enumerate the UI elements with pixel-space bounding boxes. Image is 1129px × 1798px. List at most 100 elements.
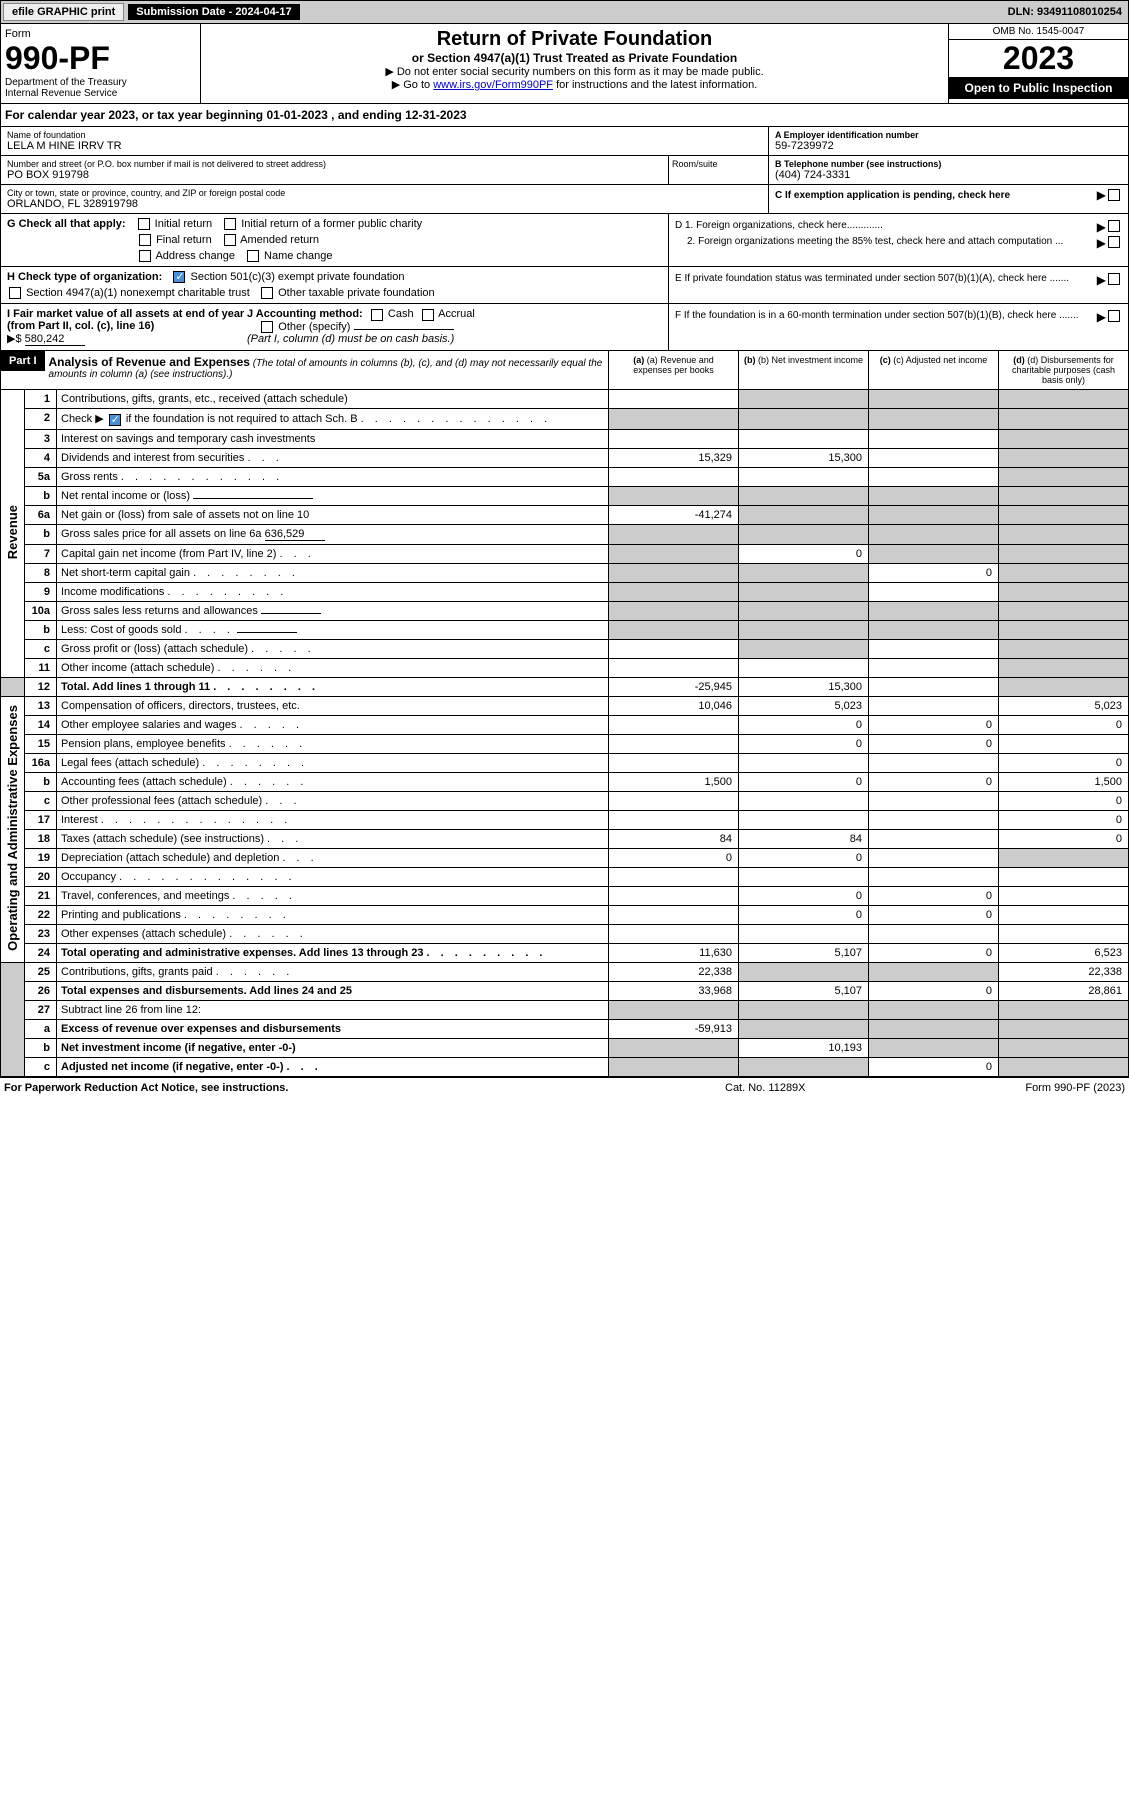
line-desc: Accounting fees (attach schedule) . . . … [57,772,609,791]
line-desc: Capital gain net income (from Part IV, l… [57,544,609,563]
ij-section: I Fair market value of all assets at end… [0,304,1129,351]
amt-d [999,924,1129,943]
dots: . . . [267,833,302,845]
table-row: cOther professional fees (attach schedul… [1,791,1129,810]
amt-b [739,791,869,810]
amt-b: 0 [739,734,869,753]
amt-b [739,810,869,829]
tel-label: B Telephone number (see instructions) [775,159,1122,169]
amt-b: 0 [739,772,869,791]
amt-d [999,409,1129,429]
amt-d [999,905,1129,924]
efile-print-btn[interactable]: efile GRAPHIC print [3,3,124,21]
lineno: b [25,620,57,639]
line-desc: Contributions, gifts, grants paid . . . … [57,962,609,981]
f-checkbox[interactable] [1108,310,1120,322]
line-desc: Net investment income (if negative, ente… [57,1038,609,1057]
amt-b: 15,300 [739,448,869,467]
line-desc: Dividends and interest from securities .… [57,448,609,467]
lineno: 14 [25,715,57,734]
amt-d [999,620,1129,639]
line-desc: Income modifications . . . . . . . . . [57,582,609,601]
info-left: Name of foundation LELA M HINE IRRV TR N… [1,127,768,213]
amt-c [869,829,999,848]
amt-a [609,753,739,772]
lineno: b [25,486,57,505]
d2-checkbox[interactable] [1108,236,1120,248]
foundation-name-cell: Name of foundation LELA M HINE IRRV TR [1,127,768,156]
h-other: Other taxable private foundation [278,287,435,299]
lineno: 2 [25,409,57,429]
lineno: 10a [25,601,57,620]
h-4947-checkbox[interactable] [9,287,21,299]
amt-d [999,734,1129,753]
amt-d: 6,523 [999,943,1129,962]
table-row: cAdjusted net income (if negative, enter… [1,1057,1129,1076]
lineno: 26 [25,981,57,1000]
g-addr-checkbox[interactable] [139,250,151,262]
amt-d: 0 [999,791,1129,810]
amt-a: 22,338 [609,962,739,981]
line-desc: Depreciation (attach schedule) and deple… [57,848,609,867]
g-initial-checkbox[interactable] [138,218,150,230]
amt-c: 0 [869,1057,999,1076]
line-desc: Less: Cost of goods sold . . . . [57,620,609,639]
amt-b [739,620,869,639]
e-checkbox[interactable] [1108,273,1120,285]
city-label: City or town, state or province, country… [7,188,762,198]
j-accrual-checkbox[interactable] [422,309,434,321]
inline-blank [261,613,321,614]
dln: DLN: 93491108010254 [1008,6,1126,18]
g-amended: Amended return [240,234,319,246]
g-name-checkbox[interactable] [247,250,259,262]
amt-c [869,962,999,981]
j-cash-checkbox[interactable] [371,309,383,321]
arrow-icon: ▶ [1097,220,1106,234]
lineno: 9 [25,582,57,601]
line-desc: Net short-term capital gain . . . . . . … [57,563,609,582]
amt-a [609,429,739,448]
amt-c [869,620,999,639]
amt-d [999,848,1129,867]
c-checkbox[interactable] [1108,189,1120,201]
irs-link[interactable]: www.irs.gov/Form990PF [433,79,553,91]
ein-label: A Employer identification number [775,130,1122,140]
amt-a [609,390,739,409]
table-row: 11Other income (attach schedule) . . . .… [1,658,1129,677]
table-row: bGross sales price for all assets on lin… [1,524,1129,544]
amt-c [869,1019,999,1038]
amt-c [869,696,999,715]
g-label: G Check all that apply: [7,218,126,230]
line-desc: Gross profit or (loss) (attach schedule)… [57,639,609,658]
part1-desc: Analysis of Revenue and Expenses (The to… [45,351,608,384]
amt-a [609,524,739,544]
dots: . . . [247,452,282,464]
lineno: 15 [25,734,57,753]
footer-mid: Cat. No. 11289X [725,1082,925,1094]
amt-d [999,658,1129,677]
amt-a [609,905,739,924]
line-desc: Legal fees (attach schedule) . . . . . .… [57,753,609,772]
line-desc: Gross sales price for all assets on line… [57,524,609,544]
amt-b [739,429,869,448]
amt-c [869,467,999,486]
lineno: b [25,772,57,791]
h-other-checkbox[interactable] [261,287,273,299]
amt-b: 0 [739,886,869,905]
amt-b [739,563,869,582]
line-desc: Travel, conferences, and meetings . . . … [57,886,609,905]
h-501c3-checkbox[interactable] [173,271,185,283]
g-amended-checkbox[interactable] [224,234,236,246]
sch-b-checkbox[interactable] [109,414,121,426]
amt-c [869,429,999,448]
amt-b [739,409,869,429]
amt-a [609,791,739,810]
d1-checkbox[interactable] [1108,220,1120,232]
col-c-text: (c) Adjusted net income [893,355,987,365]
g-final-checkbox[interactable] [139,234,151,246]
j-other-checkbox[interactable] [261,321,273,333]
address-cell: Number and street (or P.O. box number if… [1,156,668,185]
open-public: Open to Public Inspection [949,77,1128,99]
amt-d [999,390,1129,409]
g-initial-former-checkbox[interactable] [224,218,236,230]
